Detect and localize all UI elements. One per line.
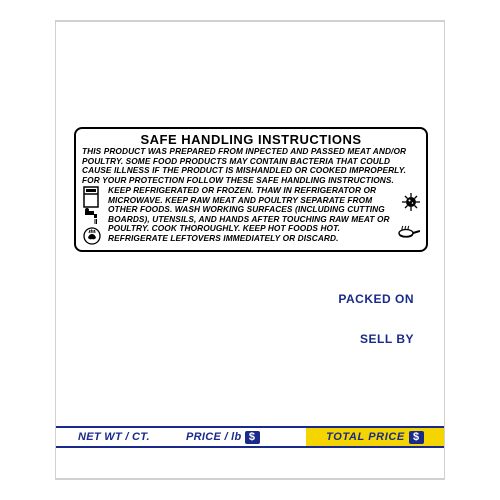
microbe-icon bbox=[402, 193, 420, 211]
instructions-body: KEEP REFRIGERATED OR FROZEN. THAW IN REF… bbox=[82, 186, 420, 246]
washing-hands-icon bbox=[82, 226, 102, 246]
instructions-title: SAFE HANDLING INSTRUCTIONS bbox=[82, 132, 420, 147]
net-weight-label: NET WT / CT. bbox=[56, 431, 186, 443]
packed-on-label: PACKED ON bbox=[338, 292, 414, 306]
safe-handling-box: SAFE HANDLING INSTRUCTIONS THIS PRODUCT … bbox=[74, 127, 428, 252]
sell-by-label: SELL BY bbox=[360, 332, 414, 346]
price-per-lb-label: PRICE / lb $ bbox=[186, 431, 306, 444]
instructions-intro: THIS PRODUCT WAS PREPARED FROM INPECTED … bbox=[82, 147, 420, 185]
scale-label-card: SAFE HANDLING INSTRUCTIONS THIS PRODUCT … bbox=[55, 20, 445, 480]
icon-column-right bbox=[398, 186, 420, 246]
instructions-steps: KEEP REFRIGERATED OR FROZEN. THAW IN REF… bbox=[108, 186, 394, 246]
refrigerator-icon bbox=[82, 186, 100, 208]
dollar-icon: $ bbox=[245, 431, 260, 444]
icon-column-left bbox=[82, 186, 104, 246]
total-price-label: TOTAL PRICE $ bbox=[306, 428, 444, 446]
dollar-icon: $ bbox=[409, 431, 424, 444]
price-row: NET WT / CT. PRICE / lb $ TOTAL PRICE $ bbox=[56, 426, 444, 448]
price-lb-text: PRICE / lb bbox=[186, 431, 242, 443]
skillet-icon bbox=[398, 225, 420, 239]
total-price-text: TOTAL PRICE bbox=[326, 431, 405, 443]
faucet-icon bbox=[82, 208, 102, 226]
